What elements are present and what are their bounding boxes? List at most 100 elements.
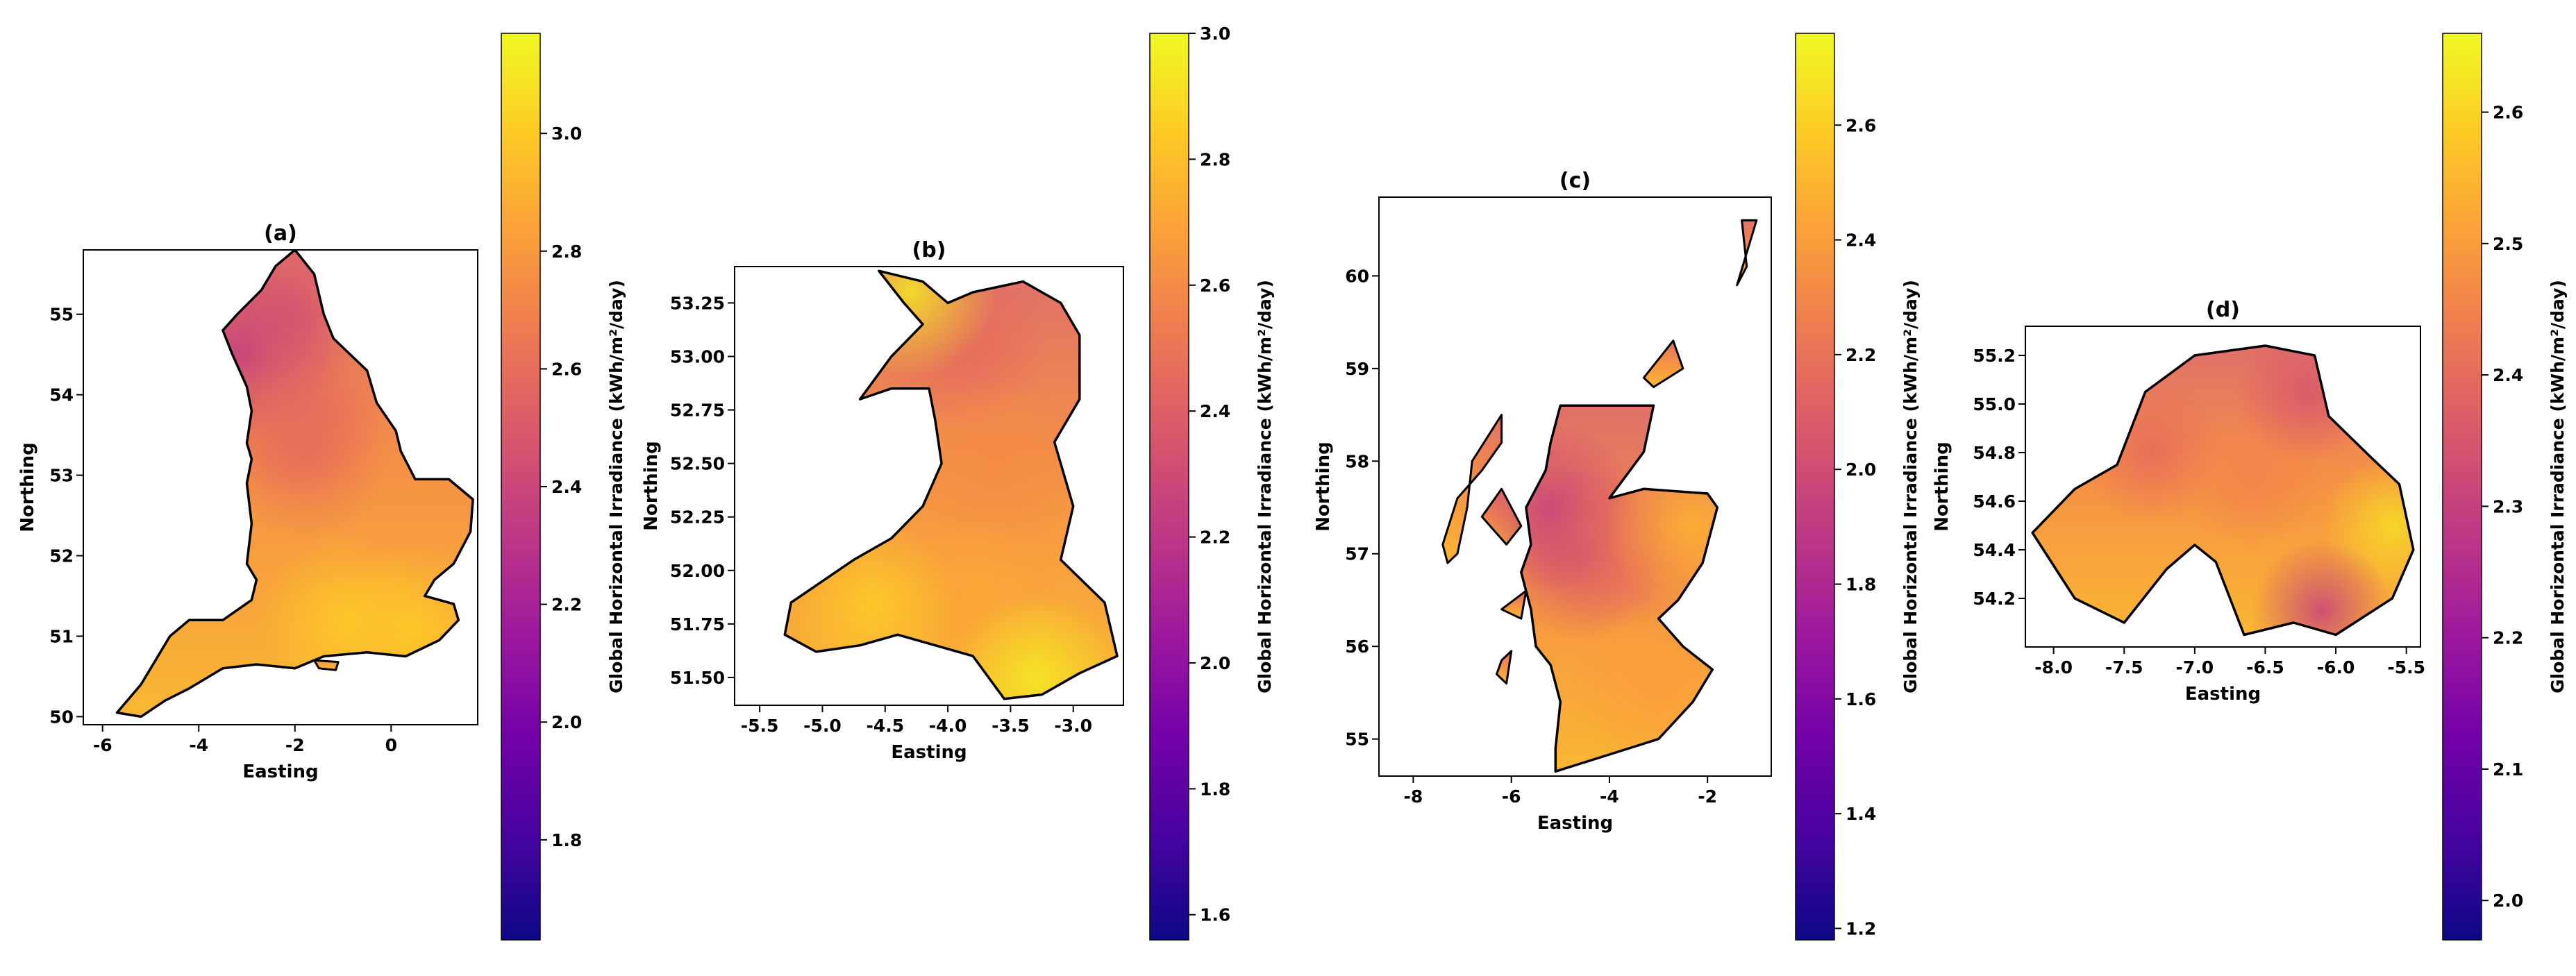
- colorbar-tick-label: 2.3: [2493, 496, 2523, 516]
- irradiance-spot: [950, 591, 1121, 705]
- colorbar-tick-label: 2.8: [1200, 149, 1230, 169]
- colorbar: [2443, 33, 2482, 940]
- panel-a-england: (a) -6 -4 -2 0 50 51 52 53 54 55 Easting Northing 1.8…: [17, 33, 626, 941]
- colorbar-tick-label: 2.2: [1846, 345, 1876, 365]
- y-tick-label: 52: [49, 546, 74, 566]
- x-tick-label: -5.5: [741, 716, 779, 736]
- colorbar-tick-label: 2.6: [551, 359, 582, 379]
- y-tick-label: 52.25: [670, 507, 725, 528]
- panel-d-northern-ireland: (d) -8.0 -7.5 -7.0 -6.5 -6.0 -5.5 54.2 54.4 54.6 5…: [1932, 33, 2568, 941]
- irradiance-spot: [1606, 439, 1771, 612]
- irradiance-spot: [1572, 597, 1745, 770]
- axes-frame: [1378, 196, 1772, 777]
- y-tick-label: 59: [1345, 359, 1369, 379]
- coastline: [1642, 339, 1684, 389]
- y-tick-label: 54.6: [1973, 491, 2016, 512]
- coastline: [2031, 344, 2415, 637]
- y-tick-label: 55.2: [1973, 346, 2016, 366]
- y-tick-label: 51.50: [670, 668, 725, 688]
- irradiance-spots: [160, 250, 478, 715]
- colorbar-tick-label: 1.8: [551, 830, 582, 850]
- colorbar-frame: [1795, 33, 1835, 941]
- y-tick-label: 51.75: [670, 614, 725, 634]
- y-tick-label: 53.25: [670, 293, 725, 313]
- colorbar-tick-label: 2.4: [551, 477, 582, 497]
- y-tick-label: 56: [1345, 637, 1369, 657]
- panel-c-scotland: (c) -8 -6 -4 -2 55 56 57 58 59 60 Easting Northing 1.…: [1313, 33, 1921, 941]
- colorbar-tick-label: 2.6: [1200, 276, 1230, 296]
- x-tick-label: -2: [1698, 786, 1717, 807]
- irradiance-spot: [328, 541, 478, 715]
- y-tick-label: 51: [49, 626, 74, 646]
- x-tick-label: -8.0: [2034, 657, 2073, 678]
- colorbar-tick-label: 2.1: [2493, 759, 2523, 780]
- y-tick-label: 54.8: [1973, 443, 2016, 463]
- irradiance-spots: [1464, 421, 1771, 770]
- y-tick-label: 54: [49, 385, 74, 405]
- x-tick-label: -4: [189, 735, 208, 755]
- island: [1496, 650, 1512, 684]
- panel-b-wales: (b) -5.5 -5.0 -4.5 -4.0 -3.5 -3.0 51.50 51.75 52.…: [641, 24, 1275, 941]
- y-tick-label: 54.2: [1973, 589, 2016, 609]
- colorbar-tick-label: 1.4: [1846, 804, 1876, 824]
- x-tick-label: -2: [285, 735, 305, 755]
- colorbar-tick-label: 2.0: [1846, 460, 1876, 480]
- colorbar-label: Global Horizontal Irradiance (kWh/m²/day…: [1900, 280, 1921, 693]
- coastline: [783, 269, 1119, 700]
- colorbar: [501, 33, 540, 940]
- y-tick-label: 60: [1345, 266, 1369, 286]
- colorbar-tick-label: 2.0: [1200, 653, 1230, 673]
- y-tick-label: 50: [49, 707, 74, 727]
- y-axis-label: Northing: [1932, 441, 1952, 531]
- irradiance-spot: [787, 516, 958, 689]
- panel-title: (c): [1559, 169, 1591, 193]
- y-tick-label: 53: [49, 466, 74, 486]
- coastline: [1736, 219, 1758, 287]
- y-tick-label: 57: [1345, 544, 1369, 564]
- colorbar-tick-label: 3.0: [551, 124, 582, 144]
- panel-title: (b): [912, 238, 946, 262]
- x-tick-label: -4.0: [929, 716, 967, 736]
- colorbar-tick-label: 1.6: [1200, 905, 1230, 925]
- coastline: [1520, 404, 1719, 773]
- coastline: [313, 659, 340, 671]
- axes-frame: [2025, 326, 2421, 648]
- x-tick-label: -6.5: [2246, 657, 2284, 678]
- x-tick-label: -6: [1502, 786, 1521, 807]
- colorbar-tick-label: 2.0: [2493, 891, 2523, 911]
- colorbar-frame: [1149, 33, 1189, 941]
- x-tick-label: -3.0: [1054, 716, 1092, 736]
- axes-frame: [83, 249, 478, 725]
- x-tick-label: -3.5: [992, 716, 1030, 736]
- x-tick-label: -4: [1600, 786, 1619, 807]
- colorbar-tick-label: 3.0: [1200, 24, 1230, 44]
- y-tick-label: 52.75: [670, 401, 725, 421]
- map-layer: [2031, 326, 2420, 647]
- x-tick-label: -6: [93, 735, 112, 755]
- colorbar-tick-label: 2.6: [2493, 103, 2523, 123]
- coastline: [1500, 589, 1528, 620]
- colorbar-tick-label: 2.4: [1200, 401, 1230, 421]
- colorbar-tick-label: 2.4: [2493, 365, 2523, 385]
- colorbar-tick-label: 1.2: [1846, 918, 1876, 939]
- colorbar-tick-label: 2.6: [1846, 115, 1876, 135]
- y-tick-label: 55: [49, 305, 74, 325]
- map-layer: [783, 267, 1121, 705]
- irradiance-spots: [787, 267, 1121, 705]
- irradiance-spot: [2236, 326, 2379, 463]
- colorbar-tick-label: 2.8: [551, 242, 582, 262]
- colorbar-label: Global Horizontal Irradiance (kWh/m²/day…: [606, 280, 626, 693]
- colorbar-tick-label: 1.8: [1846, 575, 1876, 595]
- y-tick-label: 55: [1345, 730, 1369, 750]
- y-axis-label: Northing: [17, 442, 38, 532]
- coastline: [1480, 487, 1523, 546]
- y-tick-label: 53.00: [670, 346, 725, 367]
- colorbar-tick-label: 2.5: [2493, 234, 2523, 254]
- colorbar-tick-label: 2.0: [551, 712, 582, 732]
- x-axis-label: Easting: [1537, 813, 1613, 834]
- colorbar-tick-label: 2.2: [2493, 628, 2523, 648]
- island: [1644, 340, 1683, 387]
- y-tick-label: 52.00: [670, 561, 725, 581]
- y-tick-label: 55.0: [1973, 394, 2016, 414]
